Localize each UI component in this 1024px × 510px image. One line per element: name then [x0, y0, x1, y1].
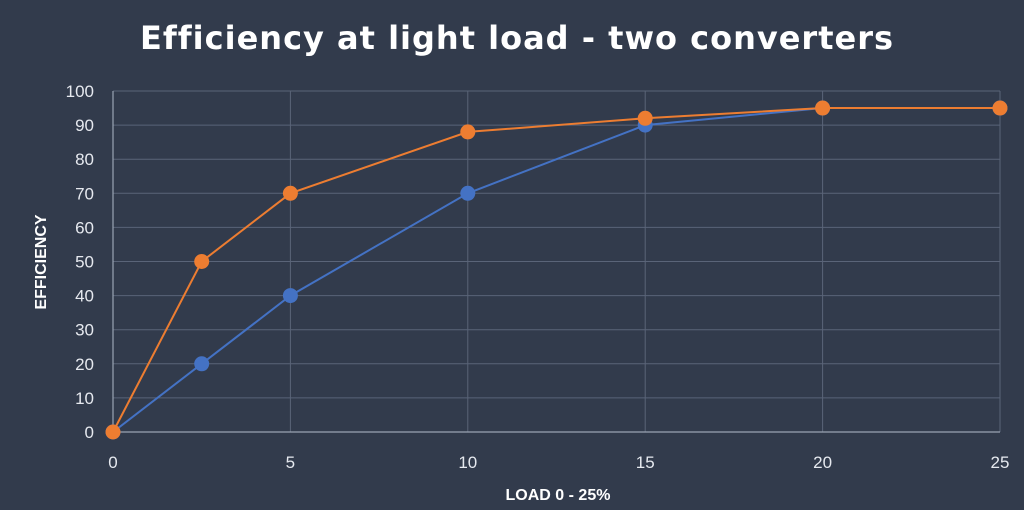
- y-tick-label: 70: [75, 184, 94, 203]
- x-tick-label: 10: [458, 453, 477, 472]
- y-tick-labels: 0 10 20 30 40 50 60 70 80 90 100: [66, 82, 94, 442]
- y-tick-label: 100: [66, 82, 94, 101]
- x-tick-label: 20: [813, 453, 832, 472]
- y-tick-label: 90: [75, 116, 94, 135]
- y-tick-label: 80: [75, 150, 94, 169]
- y-tick-label: 20: [75, 355, 94, 374]
- x-tick-label: 25: [991, 453, 1010, 472]
- grid: [113, 90, 1001, 432]
- series-2-point: [282, 185, 298, 201]
- y-tick-label: 60: [75, 218, 94, 237]
- series-2-point: [637, 110, 653, 126]
- y-axis-label: EFFICIENCY: [33, 214, 50, 309]
- series-2-point: [815, 100, 831, 116]
- series-2-line: [112, 107, 1000, 433]
- series-2: [105, 100, 1008, 440]
- chart-title: Efficiency at light load - two converter…: [140, 19, 894, 57]
- series-1-line: [112, 107, 1000, 433]
- series-1-point: [194, 356, 210, 372]
- y-tick-label: 30: [75, 321, 94, 340]
- series-2-point: [194, 254, 210, 269]
- series-1-point: [460, 185, 476, 201]
- series-1-point: [282, 288, 298, 304]
- axes: [112, 91, 1000, 433]
- y-tick-label: 40: [75, 287, 94, 306]
- x-tick-labels: 0 5 10 15 20 25: [108, 453, 1009, 472]
- series: [105, 100, 1008, 440]
- x-axis-label: LOAD 0 - 25%: [506, 487, 611, 504]
- y-tick-label: 50: [75, 253, 94, 272]
- series-1: [105, 100, 1008, 440]
- x-tick-label: 5: [286, 453, 295, 472]
- series-2-point: [105, 424, 121, 440]
- series-2-point: [460, 124, 476, 140]
- x-tick-label: 15: [636, 453, 655, 472]
- x-tick-label: 0: [108, 453, 117, 472]
- y-tick-label: 0: [85, 423, 94, 442]
- y-tick-label: 10: [75, 389, 94, 408]
- series-2-point: [992, 100, 1008, 116]
